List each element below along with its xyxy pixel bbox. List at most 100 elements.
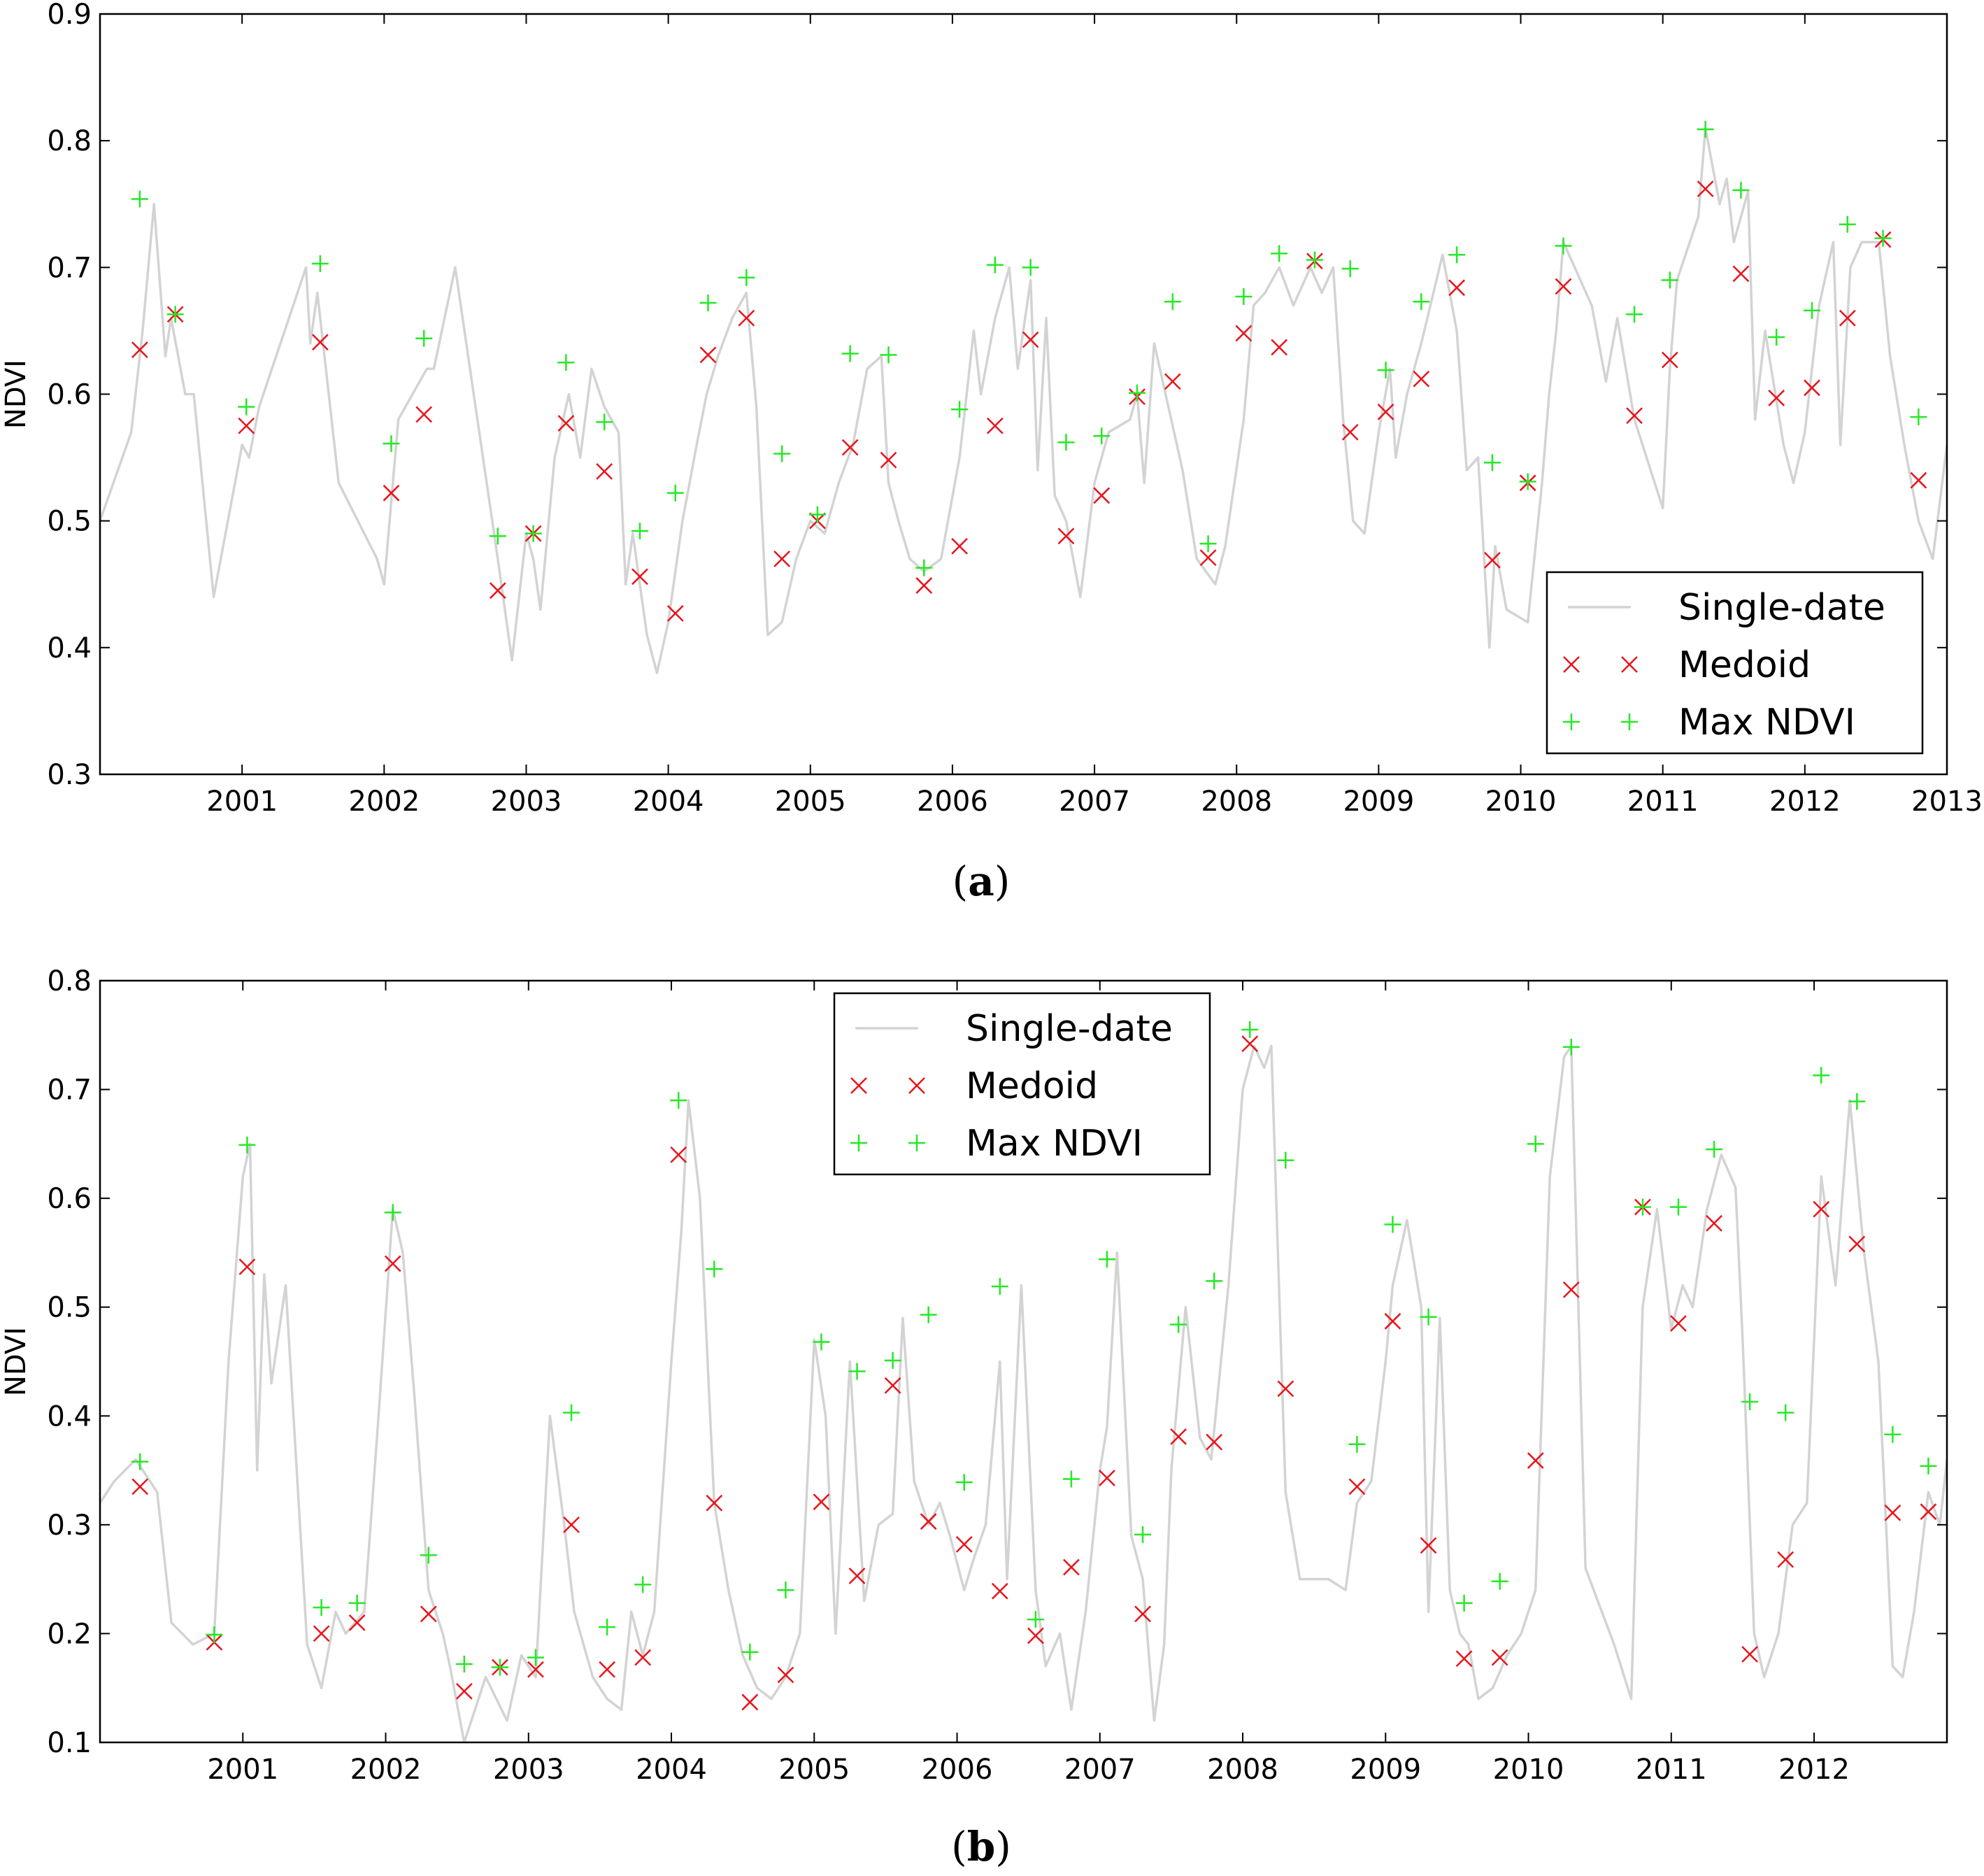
y-tick-label: 0.3 bbox=[47, 759, 92, 791]
medoid-point-stroke-2 bbox=[238, 1258, 256, 1276]
plot-data bbox=[100, 120, 1947, 674]
medoid-point bbox=[1527, 1452, 1544, 1469]
x-tick-label: 2011 bbox=[1636, 1754, 1707, 1786]
medoid-point bbox=[880, 451, 897, 469]
max-ndvi-point bbox=[1241, 1021, 1259, 1039]
medoid-point-stroke-2 bbox=[1341, 423, 1359, 441]
medoid-point bbox=[1384, 1313, 1401, 1330]
medoid-point bbox=[1377, 403, 1394, 420]
medoid-point-stroke-2 bbox=[1063, 1558, 1080, 1576]
x-tick-label: 2006 bbox=[922, 1754, 993, 1786]
medoid-point-stroke-2 bbox=[1022, 331, 1039, 348]
panel-a-caption: (a) bbox=[952, 858, 1011, 905]
medoid-point bbox=[813, 1493, 830, 1511]
max-ndvi-point bbox=[808, 506, 826, 523]
max-ndvi-point bbox=[383, 435, 400, 453]
max-ndvi-point bbox=[1448, 246, 1466, 264]
legend-entry: Medoid bbox=[850, 1065, 1098, 1107]
max-ndvi-point bbox=[384, 1204, 401, 1221]
max-ndvi-point bbox=[884, 1351, 901, 1369]
medoid-point bbox=[1804, 379, 1820, 397]
x-tick-label: 2007 bbox=[1064, 1754, 1136, 1786]
medoid-point bbox=[557, 415, 575, 432]
medoid-point bbox=[1484, 551, 1501, 569]
medoid-point bbox=[1199, 549, 1217, 567]
max-ndvi-point bbox=[1129, 384, 1146, 402]
max-ndvi-point bbox=[1661, 271, 1678, 289]
medoid-point bbox=[1063, 1558, 1080, 1576]
x-tick-label: 2010 bbox=[1485, 786, 1557, 818]
medoid-point bbox=[699, 346, 717, 364]
max-ndvi-point bbox=[920, 1306, 937, 1323]
x-tick-label: 2008 bbox=[1207, 1754, 1278, 1786]
medoid-point-stroke-2 bbox=[1661, 351, 1678, 369]
medoid-point bbox=[1777, 1551, 1794, 1568]
medoid-point bbox=[1027, 1627, 1044, 1644]
max-ndvi-point bbox=[1626, 306, 1643, 323]
medoid-point bbox=[384, 1255, 401, 1272]
max-ndvi-point bbox=[670, 1092, 687, 1109]
medoid-point bbox=[1768, 390, 1785, 406]
medoid-point bbox=[1920, 1503, 1937, 1521]
max-ndvi-point bbox=[1027, 1611, 1044, 1628]
medoid-point bbox=[1455, 1650, 1473, 1668]
medoid-point bbox=[986, 417, 1004, 434]
max-ndvi-point bbox=[848, 1363, 866, 1380]
y-tick-label: 0.3 bbox=[47, 1509, 92, 1542]
medoid-point-stroke-2 bbox=[1768, 390, 1785, 406]
medoid-point-stroke-2 bbox=[1455, 1650, 1473, 1668]
medoid-point-stroke-2 bbox=[1910, 471, 1927, 489]
max-ndvi-point bbox=[1413, 293, 1430, 311]
medoid-point bbox=[238, 417, 255, 434]
medoid-point-stroke-2 bbox=[884, 1377, 901, 1394]
medoid-point-stroke-2 bbox=[1241, 1035, 1259, 1053]
axes-frame bbox=[99, 979, 1948, 1744]
medoid-point-stroke-2 bbox=[348, 1614, 366, 1631]
medoid-point-stroke-2 bbox=[1555, 278, 1572, 295]
medoid-point-stroke-2 bbox=[773, 550, 791, 567]
medoid-point-stroke-2 bbox=[312, 334, 329, 351]
medoid-point-stroke-2 bbox=[1277, 1380, 1294, 1398]
medoid-point bbox=[666, 605, 684, 622]
medoid-point-stroke-2 bbox=[738, 309, 755, 327]
max-ndvi-point bbox=[1206, 1272, 1223, 1290]
medoid-point-stroke-2 bbox=[1920, 1503, 1937, 1521]
medoid-point bbox=[527, 1661, 544, 1678]
legend: Single-date Medoid Max NDVI bbox=[833, 992, 1211, 1176]
x-tick-label: 2008 bbox=[1201, 786, 1272, 818]
max-ndvi-point bbox=[1455, 1594, 1473, 1612]
max-ndvi-point bbox=[1022, 259, 1039, 276]
max-ndvi-point bbox=[563, 1404, 580, 1421]
max-ndvi-point bbox=[1306, 251, 1323, 269]
medoid-point-stroke-2 bbox=[455, 1682, 473, 1700]
medoid-point-stroke-2 bbox=[955, 1535, 973, 1553]
medoid-point-stroke-2 bbox=[1170, 1428, 1187, 1445]
max-ndvi-point bbox=[166, 306, 184, 323]
medoid-point-stroke-2 bbox=[557, 415, 575, 432]
max-ndvi-point bbox=[1741, 1393, 1759, 1411]
medoid-point-stroke-2 bbox=[951, 538, 968, 555]
y-tick-label: 0.8 bbox=[47, 965, 92, 997]
max-ndvi-point bbox=[631, 523, 648, 540]
max-ndvi-point bbox=[524, 525, 542, 542]
max-ndvi-point bbox=[1884, 1426, 1901, 1443]
medoid-point bbox=[1206, 1433, 1223, 1451]
max-ndvi-point bbox=[1562, 1038, 1580, 1056]
series-single-date-line bbox=[100, 1044, 1947, 1742]
max-ndvi-point bbox=[634, 1576, 652, 1593]
medoid-point-stroke-2 bbox=[634, 1649, 652, 1666]
legend-swatch-medoid bbox=[908, 1077, 925, 1094]
medoid-point-stroke-2 bbox=[1057, 527, 1075, 545]
y-tick-label: 0.6 bbox=[47, 1183, 92, 1215]
medoid-point-stroke-2 bbox=[1235, 325, 1253, 342]
medoid-point bbox=[670, 1146, 687, 1163]
legend-swatch-medoid-stroke-2 bbox=[1563, 656, 1580, 673]
medoid-point-stroke-2 bbox=[1348, 1478, 1366, 1495]
x-tick-label: 2012 bbox=[1769, 786, 1841, 818]
max-ndvi-point bbox=[1555, 237, 1572, 255]
max-ndvi-point bbox=[1271, 245, 1288, 262]
medoid-point-stroke-2 bbox=[1848, 1235, 1866, 1253]
max-ndvi-point bbox=[1277, 1151, 1294, 1169]
max-ndvi-point bbox=[489, 527, 506, 545]
max-ndvi-point bbox=[420, 1547, 437, 1564]
